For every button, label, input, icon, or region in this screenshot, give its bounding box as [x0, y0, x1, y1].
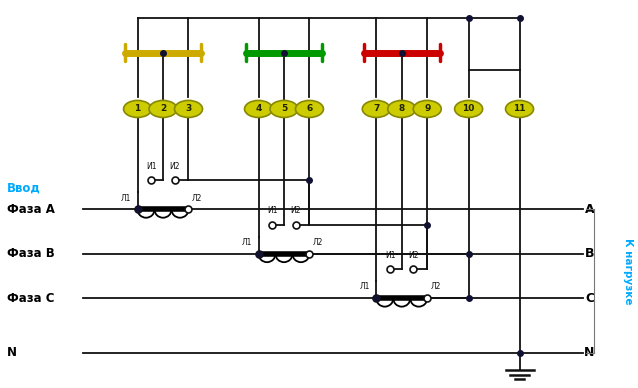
Text: 1: 1: [135, 104, 141, 113]
Text: Л2: Л2: [313, 238, 323, 247]
Text: И2: И2: [290, 206, 301, 215]
Circle shape: [244, 100, 272, 118]
Text: 5: 5: [281, 104, 287, 113]
Text: N: N: [7, 346, 17, 359]
Circle shape: [413, 100, 441, 118]
Text: N: N: [584, 346, 595, 359]
Text: И2: И2: [408, 251, 419, 260]
Text: И2: И2: [170, 162, 180, 171]
Circle shape: [149, 100, 177, 118]
Text: 9: 9: [424, 104, 431, 113]
Circle shape: [295, 100, 323, 118]
Text: Л1: Л1: [242, 238, 252, 247]
Circle shape: [362, 100, 390, 118]
Text: 6: 6: [306, 104, 313, 113]
Text: И1: И1: [146, 162, 156, 171]
Text: Л1: Л1: [360, 282, 370, 291]
Text: 8: 8: [399, 104, 405, 113]
Text: 3: 3: [186, 104, 191, 113]
Circle shape: [174, 100, 202, 118]
Text: B: B: [585, 248, 595, 260]
Text: Фаза C: Фаза C: [7, 292, 55, 305]
Circle shape: [270, 100, 298, 118]
Text: A: A: [585, 203, 595, 216]
Text: C: C: [585, 292, 594, 305]
Text: Л2: Л2: [431, 282, 441, 291]
Text: К нагрузке: К нагрузке: [623, 238, 633, 305]
Text: 2: 2: [160, 104, 166, 113]
Text: 4: 4: [255, 104, 262, 113]
Text: И1: И1: [385, 251, 396, 260]
Text: 7: 7: [373, 104, 380, 113]
Circle shape: [388, 100, 416, 118]
Circle shape: [455, 100, 482, 118]
Text: Фаза A: Фаза A: [7, 203, 55, 216]
Text: Л1: Л1: [121, 194, 131, 203]
Text: Л2: Л2: [191, 194, 202, 203]
Circle shape: [505, 100, 533, 118]
Text: И1: И1: [267, 206, 278, 215]
Text: 11: 11: [514, 104, 526, 113]
Text: Фаза B: Фаза B: [7, 248, 55, 260]
Circle shape: [124, 100, 152, 118]
Text: Ввод: Ввод: [7, 182, 41, 195]
Text: 10: 10: [463, 104, 475, 113]
